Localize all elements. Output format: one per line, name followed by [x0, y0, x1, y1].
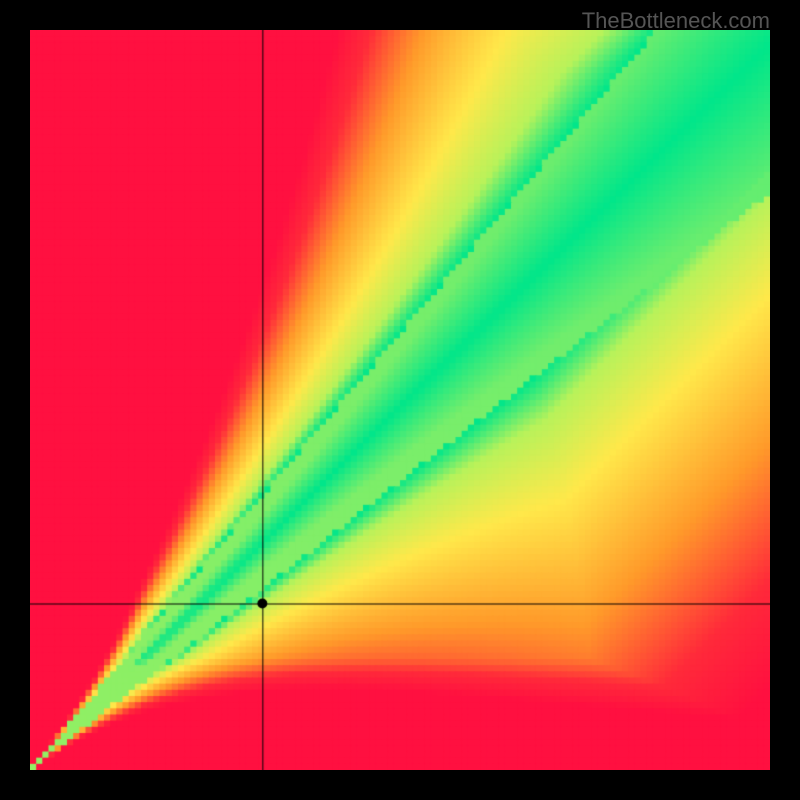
crosshair-overlay — [30, 30, 770, 770]
source-watermark: TheBottleneck.com — [582, 8, 770, 34]
